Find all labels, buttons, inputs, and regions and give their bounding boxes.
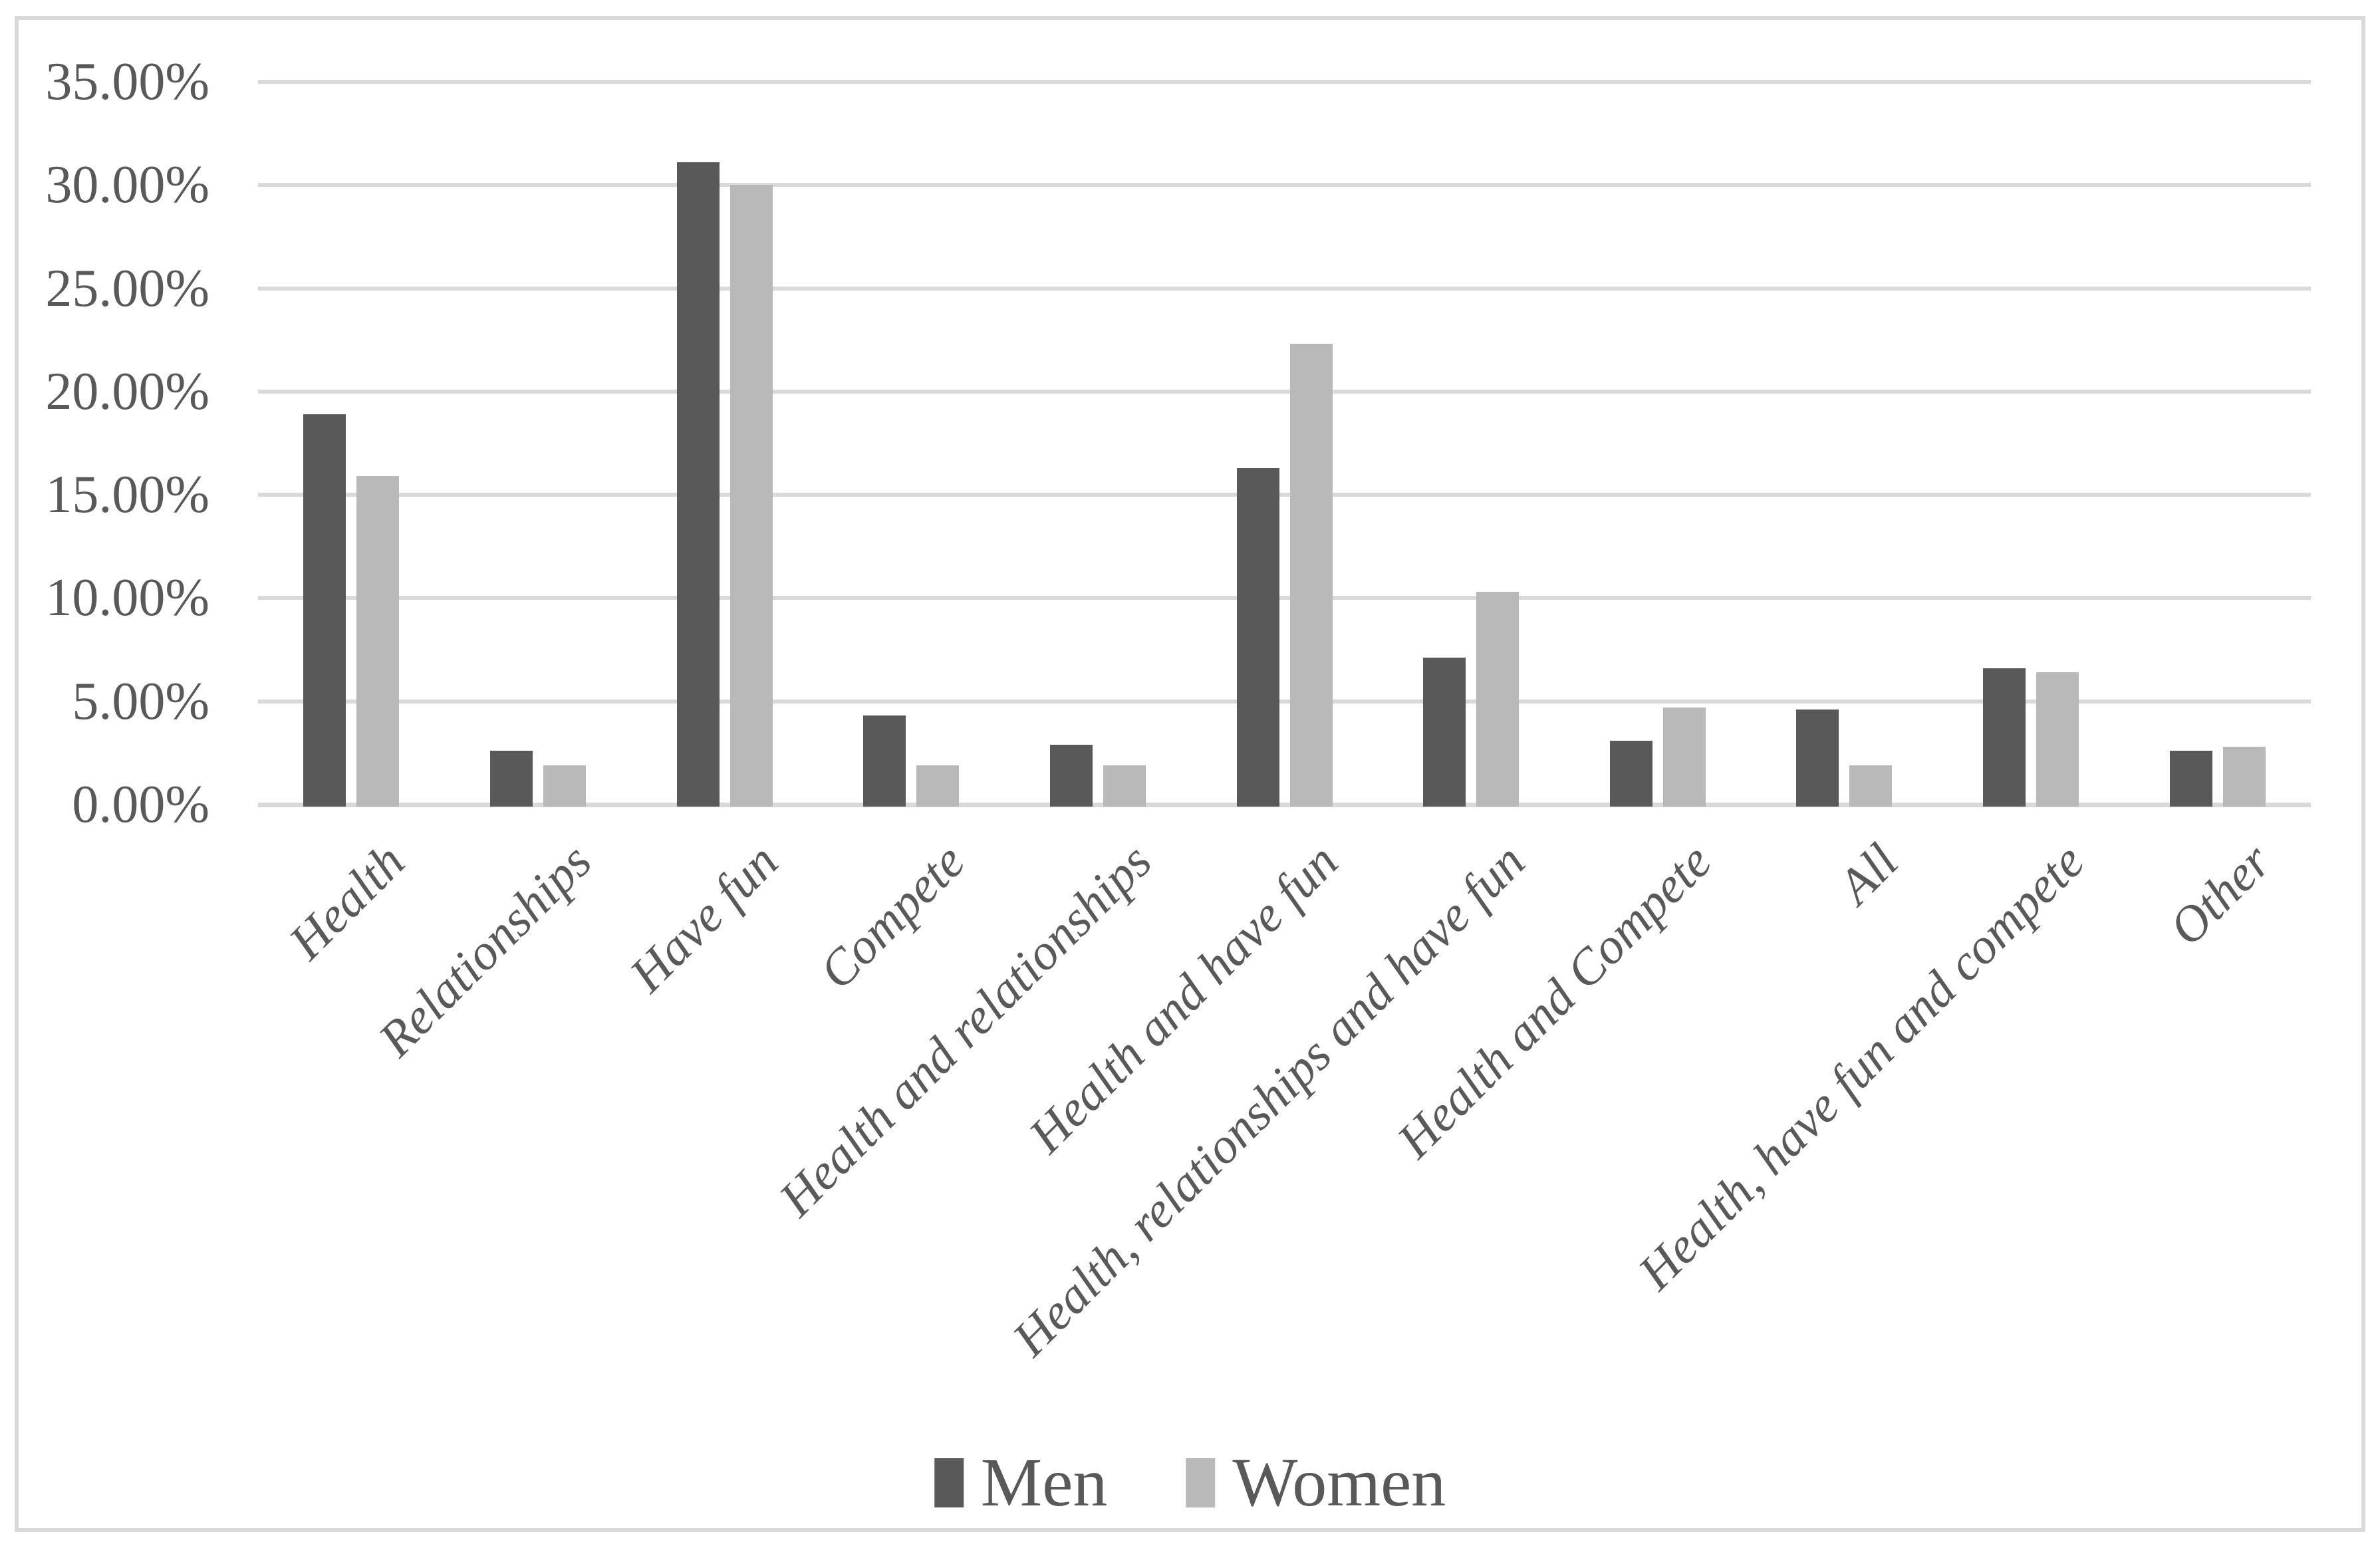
bar-men-7 xyxy=(1609,740,1653,807)
y-tick-label-5pct: 5.00% xyxy=(72,672,209,731)
bar-men-8 xyxy=(1796,710,1839,807)
bar-women-9 xyxy=(2036,672,2079,807)
chart-frame xyxy=(15,16,2365,1532)
bar-women-10 xyxy=(2222,747,2266,807)
bar-men-0 xyxy=(303,414,346,807)
y-tick-label-25pct: 25.00% xyxy=(45,259,209,318)
bar-women-3 xyxy=(916,765,960,807)
bar-men-10 xyxy=(2169,751,2212,807)
bar-men-9 xyxy=(1983,668,2026,807)
y-tick-label-20pct: 20.00% xyxy=(45,362,209,421)
y-tick-label-10pct: 10.00% xyxy=(45,569,209,628)
bar-women-7 xyxy=(1662,708,1706,807)
legend-label-men: Men xyxy=(980,1444,1108,1521)
bar-men-3 xyxy=(863,715,906,807)
gridline-35pct xyxy=(258,80,2311,84)
x-axis-line xyxy=(258,802,2311,807)
gridline-25pct xyxy=(258,286,2311,291)
bar-women-2 xyxy=(729,185,773,807)
gridline-30pct xyxy=(258,183,2311,188)
legend-label-women: Women xyxy=(1232,1444,1446,1521)
legend-item-women: Women xyxy=(1186,1448,1446,1517)
y-tick-label-35pct: 35.00% xyxy=(45,53,209,111)
y-tick-label-30pct: 30.00% xyxy=(45,156,209,215)
bar-women-8 xyxy=(1849,765,1893,807)
bar-men-6 xyxy=(1423,658,1466,807)
bar-women-5 xyxy=(1289,344,1333,807)
legend: Men Women xyxy=(934,1448,1446,1517)
bar-women-0 xyxy=(356,476,400,807)
bar-men-2 xyxy=(676,162,720,807)
gridline-15pct xyxy=(258,493,2311,497)
legend-item-men: Men xyxy=(934,1444,1108,1521)
bar-women-1 xyxy=(543,765,586,807)
legend-swatch-men xyxy=(934,1458,964,1507)
bar-women-6 xyxy=(1476,592,1520,807)
bar-men-1 xyxy=(489,751,533,807)
gridline-20pct xyxy=(258,389,2311,394)
y-tick-label-0pct: 0.00% xyxy=(72,775,209,834)
bar-women-4 xyxy=(1103,765,1146,807)
legend-swatch-women xyxy=(1186,1458,1216,1507)
gridline-10pct xyxy=(258,596,2311,600)
bar-men-4 xyxy=(1049,744,1093,807)
bar-men-5 xyxy=(1236,467,1279,807)
y-tick-label-15pct: 15.00% xyxy=(45,465,209,525)
gridline-5pct xyxy=(258,699,2311,704)
